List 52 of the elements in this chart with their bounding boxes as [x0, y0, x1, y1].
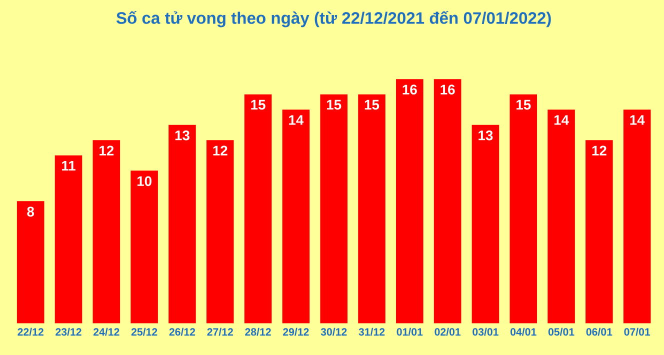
- x-tick-label: 02/01: [434, 328, 461, 336]
- data-label: 15: [364, 100, 380, 110]
- bar: [396, 79, 424, 324]
- x-tick-label: 04/01: [510, 328, 536, 336]
- data-label: 12: [592, 146, 606, 156]
- bar: [320, 94, 348, 324]
- data-label: 13: [175, 130, 190, 140]
- x-tick-label: 03/01: [472, 328, 498, 336]
- bar: [472, 124, 500, 324]
- x-tick-label: 07/01: [624, 328, 650, 336]
- data-label: 16: [402, 84, 417, 95]
- x-tick-label: 29/12: [283, 328, 309, 336]
- bar: [54, 155, 82, 324]
- x-tick-label: 25/12: [131, 328, 158, 336]
- data-label: 13: [478, 130, 493, 140]
- bar: [358, 94, 386, 324]
- x-tick-label: 06/01: [586, 328, 612, 336]
- data-label: 15: [251, 100, 266, 110]
- data-label: 15: [516, 100, 531, 110]
- x-tick-label: 28/12: [245, 328, 271, 336]
- data-label: 14: [289, 115, 304, 125]
- x-tick-label: 22/12: [18, 328, 44, 336]
- bar: [510, 94, 538, 324]
- data-label: 14: [630, 115, 645, 125]
- x-tick-label: 01/01: [396, 328, 423, 336]
- data-label: 10: [137, 176, 152, 186]
- data-label: 11: [62, 160, 76, 171]
- x-tick-label: 26/12: [169, 328, 196, 336]
- x-tick-label: 27/12: [207, 328, 233, 336]
- data-label: 15: [326, 100, 342, 110]
- data-label: 12: [213, 146, 228, 156]
- data-label: 16: [440, 84, 455, 95]
- bar: [168, 124, 196, 324]
- bar: [623, 110, 651, 324]
- data-label: 8: [27, 206, 34, 217]
- x-tick-label: 31/12: [358, 328, 385, 336]
- x-tick-label: 30/12: [320, 328, 347, 336]
- chart-title: Số ca tử vong theo ngày (từ 22/12/2021 đến 07/01/2022): [116, 10, 551, 28]
- bar: [92, 140, 120, 324]
- data-label: 12: [100, 146, 114, 156]
- bar: [244, 94, 272, 324]
- bar: [586, 140, 613, 324]
- x-tick-label: 23/12: [56, 328, 82, 336]
- bar: [434, 79, 462, 324]
- bar: [548, 110, 575, 324]
- x-tick-label: 24/12: [94, 328, 120, 336]
- bar: [282, 110, 310, 324]
- data-label: 14: [554, 115, 569, 125]
- bar: [16, 201, 44, 324]
- bar: [130, 170, 158, 324]
- bar: [206, 140, 234, 324]
- x-tick-label: 05/01: [548, 328, 574, 336]
